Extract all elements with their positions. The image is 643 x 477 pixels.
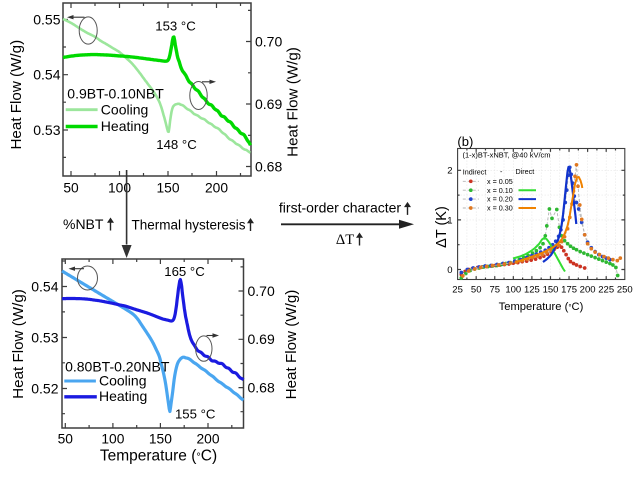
svg-text:0.55: 0.55 (33, 11, 60, 27)
svg-text:%NBT: %NBT (63, 216, 104, 232)
svg-text:155 °C: 155 °C (175, 406, 216, 421)
svg-text:25: 25 (452, 284, 463, 295)
svg-text:Heat Flow (W/g): Heat Flow (W/g) (10, 289, 27, 399)
svg-text:175: 175 (561, 284, 577, 295)
svg-text:0: 0 (447, 265, 452, 276)
svg-text:-: - (500, 167, 503, 176)
svg-text:50: 50 (58, 432, 74, 447)
svg-text:148 °C: 148 °C (156, 137, 197, 152)
svg-text:2: 2 (447, 166, 452, 177)
svg-text:200: 200 (196, 432, 219, 447)
svg-text:1: 1 (447, 215, 452, 226)
svg-text:0.54: 0.54 (31, 278, 58, 294)
svg-text:ΔT: ΔT (336, 232, 354, 248)
svg-text:0.54: 0.54 (33, 67, 60, 83)
svg-text:Cooling: Cooling (101, 101, 148, 117)
svg-text:Direct: Direct (516, 167, 535, 176)
svg-text:(b): (b) (457, 134, 473, 149)
svg-text:200: 200 (205, 181, 228, 196)
svg-text:x = 0.10: x = 0.10 (487, 186, 513, 195)
svg-text:100: 100 (505, 284, 521, 295)
svg-text:0.68: 0.68 (248, 379, 275, 395)
svg-text:150: 150 (543, 284, 559, 295)
svg-text:125: 125 (524, 284, 540, 295)
svg-text:Heat Flow (W/g): Heat Flow (W/g) (283, 290, 300, 400)
svg-text:150: 150 (156, 181, 179, 196)
svg-text:Temperature (°C): Temperature (°C) (499, 301, 584, 313)
svg-text:Indirect: Indirect (463, 167, 487, 176)
svg-text:100: 100 (108, 181, 131, 196)
svg-text:153 °C: 153 °C (155, 19, 196, 34)
svg-text:50: 50 (471, 284, 482, 295)
svg-text:0.70: 0.70 (255, 33, 282, 49)
svg-text:0.53: 0.53 (33, 122, 60, 138)
svg-text:first-order character: first-order character (279, 200, 401, 216)
svg-text:x = 0.30: x = 0.30 (487, 204, 513, 213)
svg-text:250: 250 (617, 284, 633, 295)
svg-text:200: 200 (580, 284, 596, 295)
svg-text:0.53: 0.53 (31, 329, 58, 345)
svg-text:Thermal hysteresis: Thermal hysteresis (132, 218, 246, 233)
svg-text:Cooling: Cooling (99, 373, 146, 389)
svg-text:0.52: 0.52 (31, 380, 58, 396)
svg-text:0.69: 0.69 (248, 331, 275, 347)
svg-text:0.70: 0.70 (248, 283, 275, 299)
svg-text:165 °C: 165 °C (164, 264, 205, 279)
svg-text:x = 0.05: x = 0.05 (487, 177, 513, 186)
svg-text:ΔT (K): ΔT (K) (434, 206, 450, 248)
svg-text:150: 150 (149, 432, 172, 447)
svg-text:Heating: Heating (101, 118, 149, 134)
svg-text:0.68: 0.68 (255, 158, 282, 174)
svg-text:Temperature (°C): Temperature (°C) (100, 448, 217, 465)
svg-text:0.9BT-0.10NBT: 0.9BT-0.10NBT (67, 86, 164, 102)
svg-text:x = 0.20: x = 0.20 (487, 195, 513, 204)
svg-text:(1-x)BT-xNBT, @40 kV/cm: (1-x)BT-xNBT, @40 kV/cm (463, 150, 551, 159)
svg-text:0.80BT-0.20NBT: 0.80BT-0.20NBT (65, 359, 170, 375)
svg-text:50: 50 (63, 181, 79, 196)
svg-text:100: 100 (101, 432, 124, 447)
svg-text:Heating: Heating (99, 388, 147, 404)
svg-text:0.69: 0.69 (255, 96, 282, 112)
svg-text:75: 75 (490, 284, 501, 295)
svg-text:Heat Flow (W/g): Heat Flow (W/g) (8, 40, 25, 150)
svg-text:Heat Flow (W/g): Heat Flow (W/g) (285, 47, 302, 157)
svg-text:225: 225 (598, 284, 614, 295)
